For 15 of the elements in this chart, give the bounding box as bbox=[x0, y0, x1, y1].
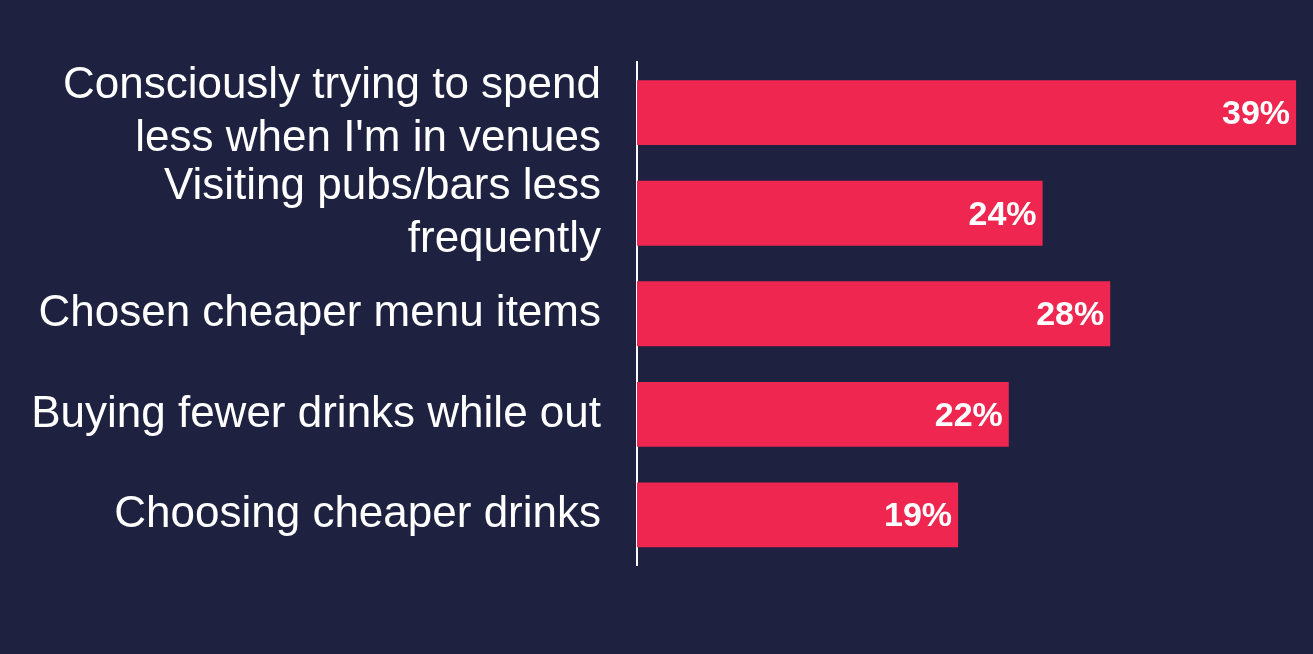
y-tick-label: Buying fewer drinks while out bbox=[31, 386, 601, 436]
data-label: 24% bbox=[968, 193, 1037, 232]
y-tick-label: Visiting pubs/bars less frequently bbox=[164, 158, 601, 261]
bar bbox=[637, 381, 1009, 447]
y-tick-label: Consciously trying to spend less when I'm in venues bbox=[62, 58, 601, 161]
data-label: 39% bbox=[1222, 93, 1291, 132]
bar bbox=[637, 281, 1111, 347]
data-label: 28% bbox=[1036, 294, 1105, 333]
bar bbox=[637, 180, 1043, 246]
bar bbox=[637, 482, 959, 548]
data-label: 22% bbox=[934, 394, 1003, 433]
data-label: 19% bbox=[884, 495, 953, 534]
bar bbox=[637, 80, 1297, 146]
y-tick-label: Chosen cheaper menu items bbox=[38, 285, 601, 335]
y-tick-label: Choosing cheaper drinks bbox=[114, 487, 601, 537]
